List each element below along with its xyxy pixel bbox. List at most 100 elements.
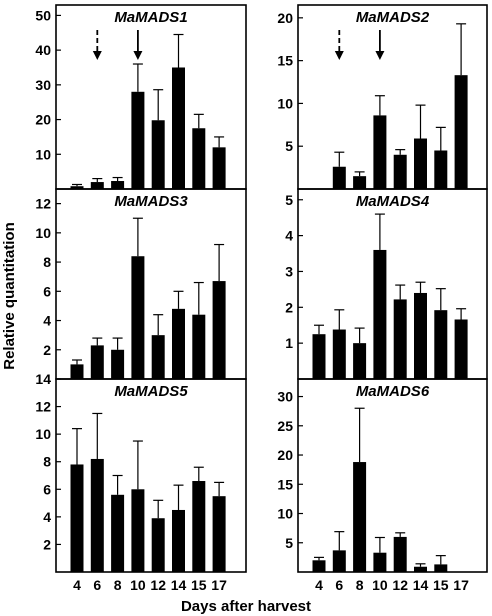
panel-title: MaMADS5: [114, 383, 188, 400]
solid-arrow: [375, 30, 385, 60]
x-tick-label: 12: [392, 577, 408, 593]
panel-title: MaMADS3: [114, 193, 188, 210]
bar-10: [373, 552, 387, 572]
y-tick-label: 6: [43, 283, 51, 299]
panel-title: MaMADS4: [356, 193, 430, 210]
y-tick-label: 10: [35, 146, 51, 162]
x-tick-label: 8: [356, 577, 364, 593]
x-tick-label: 4: [315, 577, 323, 593]
bar-6: [90, 182, 104, 189]
panel-title: MaMADS6: [356, 383, 430, 400]
y-tick-label: 5: [285, 535, 293, 551]
bar-6: [332, 166, 346, 189]
bar-12: [151, 518, 165, 572]
bar-17: [454, 75, 468, 189]
y-tick-label: 10: [277, 506, 293, 522]
bar-15: [192, 314, 206, 379]
chart-panel-2: MaMADS2 5 10 15 20: [277, 4, 488, 190]
bar-4: [70, 186, 84, 189]
bar-6: [90, 345, 104, 379]
bar-6: [332, 329, 346, 379]
bar-4: [70, 464, 84, 572]
y-tick-label: 5: [285, 192, 293, 208]
y-tick-label: 2: [43, 342, 51, 358]
y-tick-label: 3: [285, 263, 293, 279]
x-tick-label: 15: [191, 577, 207, 593]
bar-4: [312, 560, 326, 572]
x-tick-label: 12: [150, 577, 166, 593]
x-tick-label: 6: [335, 577, 343, 593]
y-tick-label: 4: [285, 228, 293, 244]
chart-panel-4: MaMADS4 1 2 3 4 5: [285, 188, 488, 380]
bar-12: [151, 335, 165, 379]
bar-10: [131, 489, 145, 572]
x-tick-label: 6: [93, 577, 101, 593]
y-tick-label: 12: [35, 196, 51, 212]
bar-17: [212, 496, 226, 572]
y-tick-label: 20: [277, 447, 293, 463]
y-tick-label: 1: [285, 335, 293, 351]
bar-14: [414, 138, 427, 189]
y-tick-label: 10: [35, 225, 51, 241]
bar-8: [353, 462, 367, 572]
y-tick-label: 14: [35, 371, 51, 387]
y-tick-label: 30: [35, 77, 51, 93]
x-tick-label: 14: [413, 577, 429, 593]
dashed-arrow: [334, 30, 344, 60]
y-tick-label: 15: [277, 476, 293, 492]
bar-8: [353, 176, 367, 189]
x-axis-title: Days after harvest: [181, 598, 311, 615]
panel-title: MaMADS2: [356, 9, 430, 26]
y-tick-label: 8: [43, 454, 51, 470]
plot-frame: [55, 378, 247, 573]
solid-arrow: [133, 30, 143, 60]
x-tick-label: 17: [211, 577, 227, 593]
y-tick-label: 5: [285, 138, 293, 154]
y-tick-label: 4: [43, 313, 51, 329]
y-tick-label: 10: [35, 426, 51, 442]
x-tick-label: 10: [130, 577, 146, 593]
bar-12: [393, 154, 407, 189]
y-tick-label: 20: [277, 10, 293, 26]
bar-15: [192, 128, 206, 189]
bar-10: [373, 249, 387, 379]
bar-14: [172, 67, 185, 189]
bar-14: [414, 566, 427, 572]
x-tick-label: 8: [114, 577, 122, 593]
bar-14: [172, 308, 185, 379]
x-tick-label: 14: [171, 577, 187, 593]
y-tick-label: 40: [35, 42, 51, 58]
y-axis-title: Relative quantitation: [1, 222, 18, 370]
x-tick-label: 15: [433, 577, 449, 593]
bar-12: [393, 536, 407, 572]
bar-14: [414, 292, 427, 379]
chart-panel-3: MaMADS3 2 4 6 8 10 12: [35, 188, 247, 380]
bar-10: [131, 256, 145, 379]
bar-4: [312, 334, 326, 379]
y-tick-label: 25: [277, 418, 293, 434]
plot-frame: [297, 378, 488, 573]
panel-title: MaMADS1: [114, 9, 187, 26]
bar-17: [454, 319, 468, 379]
bar-8: [111, 181, 125, 189]
chart-panel-1: MaMADS1 10 20 30 40 50: [35, 4, 247, 190]
bar-14: [172, 509, 185, 572]
x-tick-label: 17: [453, 577, 469, 593]
bar-6: [90, 458, 104, 572]
y-tick-label: 30: [277, 389, 293, 405]
y-tick-label: 10: [277, 95, 293, 111]
bar-12: [151, 120, 165, 189]
bar-10: [373, 115, 387, 189]
bar-6: [332, 550, 346, 572]
bar-4: [70, 364, 84, 379]
y-tick-label: 20: [35, 112, 51, 128]
y-tick-label: 2: [285, 299, 293, 315]
y-tick-label: 2: [43, 536, 51, 552]
bar-15: [434, 310, 448, 379]
y-tick-label: 15: [277, 53, 293, 69]
y-tick-label: 4: [43, 509, 51, 525]
y-tick-label: 50: [35, 7, 51, 23]
bar-15: [434, 564, 448, 572]
